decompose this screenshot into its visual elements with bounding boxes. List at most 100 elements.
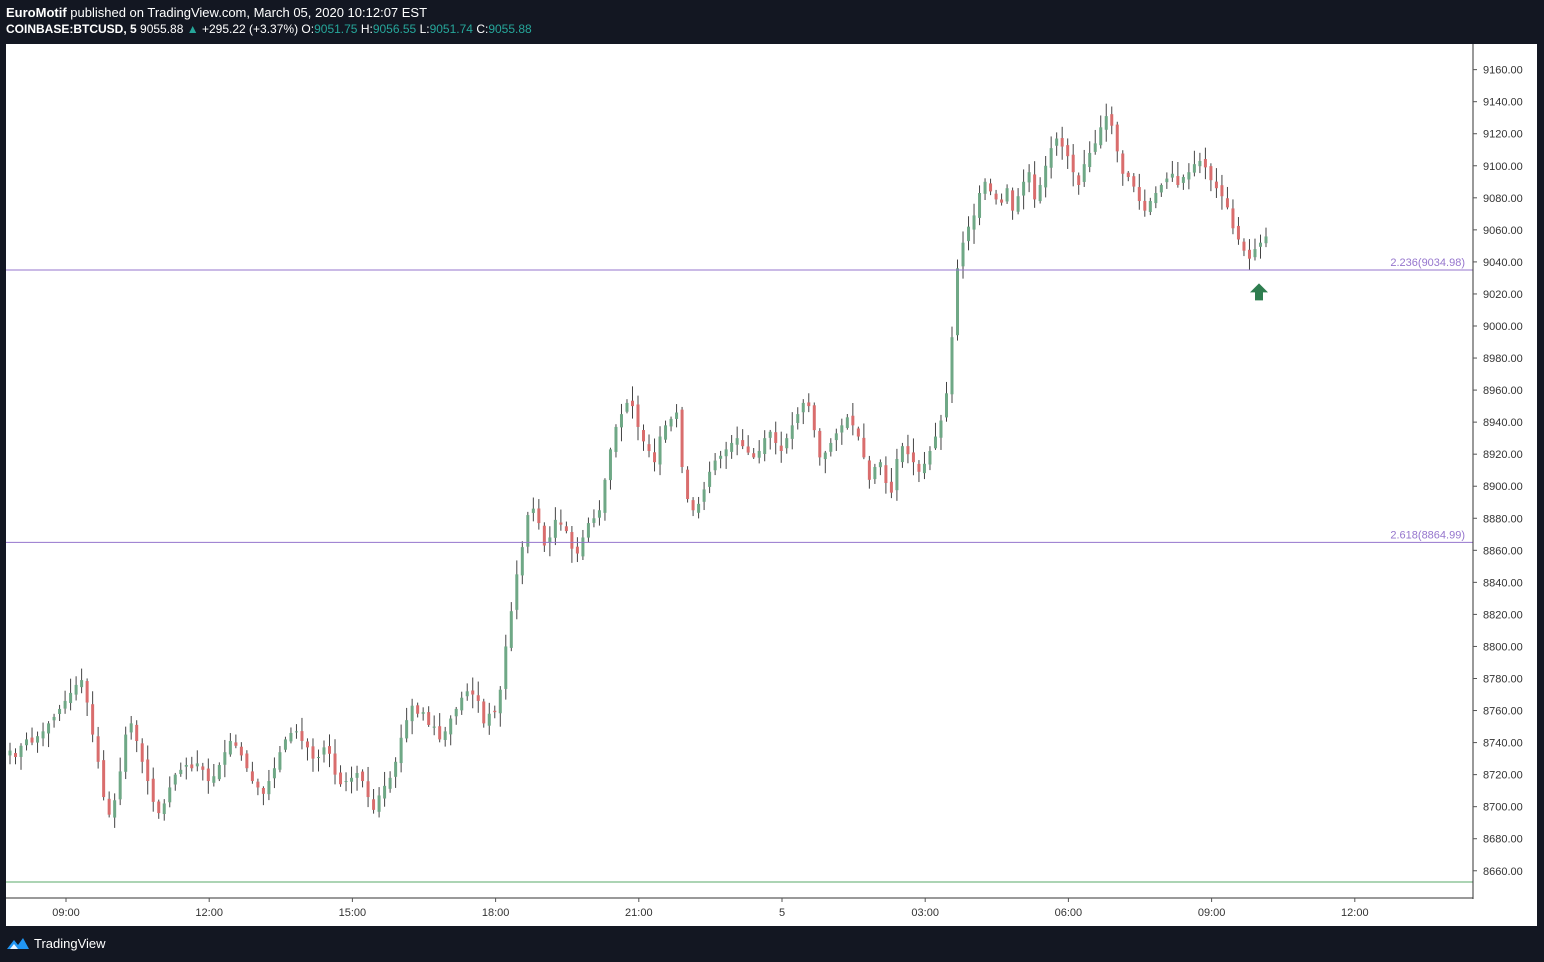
candle-down [427, 712, 431, 725]
candle-up [757, 450, 761, 458]
candle-down [1176, 176, 1180, 185]
candle-up [664, 425, 668, 440]
candle-down [300, 731, 304, 741]
tradingview-logo-icon[interactable] [6, 935, 30, 951]
candle-up [350, 777, 354, 782]
candle-up [52, 716, 56, 721]
candle-down [812, 405, 816, 431]
candle-down [807, 402, 811, 407]
price-tick-label: 8780.00 [1483, 673, 1523, 685]
candle-up [69, 692, 73, 704]
price-tick-label: 8920.00 [1483, 449, 1523, 461]
candle-up [465, 691, 469, 697]
candle-down [261, 787, 265, 794]
candle-up [355, 773, 359, 778]
candle-up [289, 732, 293, 742]
price-axis[interactable]: 8660.00 8680.00 8700.00 8720.00 8740.00 8760.… [1473, 65, 1523, 878]
candle-down [234, 742, 238, 746]
candle-up [713, 460, 717, 471]
candle-down [107, 798, 111, 815]
candle-up [1192, 164, 1196, 173]
candle-down [1209, 166, 1213, 181]
chart-frame[interactable]: 2.236(9034.98) 2.618(8864.99) 8660.00 8680… [6, 44, 1537, 926]
symbol-name[interactable]: COINBASE:BTCUSD, 5 [6, 22, 137, 36]
published-text: published on TradingView.com, March 05, … [70, 5, 428, 20]
candle-down [851, 415, 855, 426]
candle-down [201, 766, 205, 770]
open-label: O: [301, 22, 315, 36]
time-tick-label: 18:00 [482, 907, 510, 919]
candle-up [520, 547, 524, 576]
candle-down [245, 753, 249, 769]
candle-up [834, 433, 838, 441]
candle-up [702, 489, 706, 502]
candle-down [135, 724, 139, 741]
candle-up [553, 519, 557, 538]
candle-up [283, 739, 287, 750]
price-tick-label: 9020.00 [1483, 289, 1523, 301]
up-arrow-icon[interactable] [1250, 283, 1268, 301]
candle-down [1242, 241, 1246, 251]
candle-up [978, 193, 982, 218]
candle-down [482, 701, 486, 724]
candle-down [256, 781, 260, 788]
candle-down [96, 736, 100, 762]
price-tick-label: 8980.00 [1483, 353, 1523, 365]
candle-down [361, 771, 365, 782]
candle-down [1033, 174, 1037, 200]
footer-bar: TradingView [0, 926, 1544, 962]
price-tick-label: 9000.00 [1483, 321, 1523, 333]
candle-up [581, 537, 585, 557]
candle-down [140, 743, 144, 762]
candle-up [1159, 184, 1163, 193]
low-label: L: [419, 22, 430, 36]
fib-level-label: 2.618(8864.99) [1390, 529, 1465, 541]
price-tick-label: 8900.00 [1483, 481, 1523, 493]
candle-up [228, 740, 232, 755]
candle-up [278, 752, 282, 770]
price-tick-label: 8800.00 [1483, 641, 1523, 653]
candle-up [443, 731, 447, 740]
candle-down [1121, 153, 1125, 174]
time-axis[interactable]: 09:00 12:00 15:00 18:00 21:00 5 03:00 06:00 09:0… [52, 898, 1369, 919]
candle-down [917, 463, 921, 472]
candle-up [592, 518, 596, 523]
candle-down [818, 430, 822, 458]
candle-up [388, 777, 392, 789]
change-up-icon: ▲ [186, 22, 199, 36]
price-chart[interactable]: 2.236(9034.98) 2.618(8864.99) 8660.00 8680… [6, 44, 1537, 926]
fib-levels-layer[interactable]: 2.236(9034.98) 2.618(8864.99) [6, 257, 1473, 883]
time-tick-label: 09:00 [1198, 907, 1226, 919]
candle-up [19, 745, 23, 757]
candle-up [1038, 184, 1042, 202]
candle-down [1011, 190, 1015, 211]
candle-down [206, 768, 210, 782]
candle-down [1110, 114, 1114, 126]
candle-up [195, 763, 199, 767]
time-tick-label: 15:00 [339, 907, 367, 919]
candle-up [1104, 116, 1108, 130]
candle-up [614, 426, 618, 452]
candle-down [1143, 200, 1147, 211]
candle-up [586, 523, 590, 538]
candle-down [1220, 185, 1224, 197]
candle-up [708, 471, 712, 487]
candle-down [239, 746, 243, 756]
candle-down [1115, 124, 1119, 152]
candle-up [597, 510, 601, 518]
candle-down [366, 781, 370, 798]
tradingview-brand[interactable]: TradingView [34, 936, 106, 951]
time-tick-label: 12:00 [1341, 907, 1369, 919]
candle-down [1214, 181, 1218, 189]
candle-down [333, 753, 337, 775]
price-tick-label: 9060.00 [1483, 225, 1523, 237]
candle-down [102, 760, 106, 798]
candle-down [867, 460, 871, 480]
candle-down [542, 525, 546, 546]
candle-up [724, 449, 728, 457]
time-tick-label: 12:00 [195, 907, 223, 919]
author-name[interactable]: EuroMotif [6, 5, 67, 20]
candle-up [410, 705, 414, 722]
candle-up [8, 750, 12, 756]
close-value: 9055.88 [488, 22, 532, 36]
